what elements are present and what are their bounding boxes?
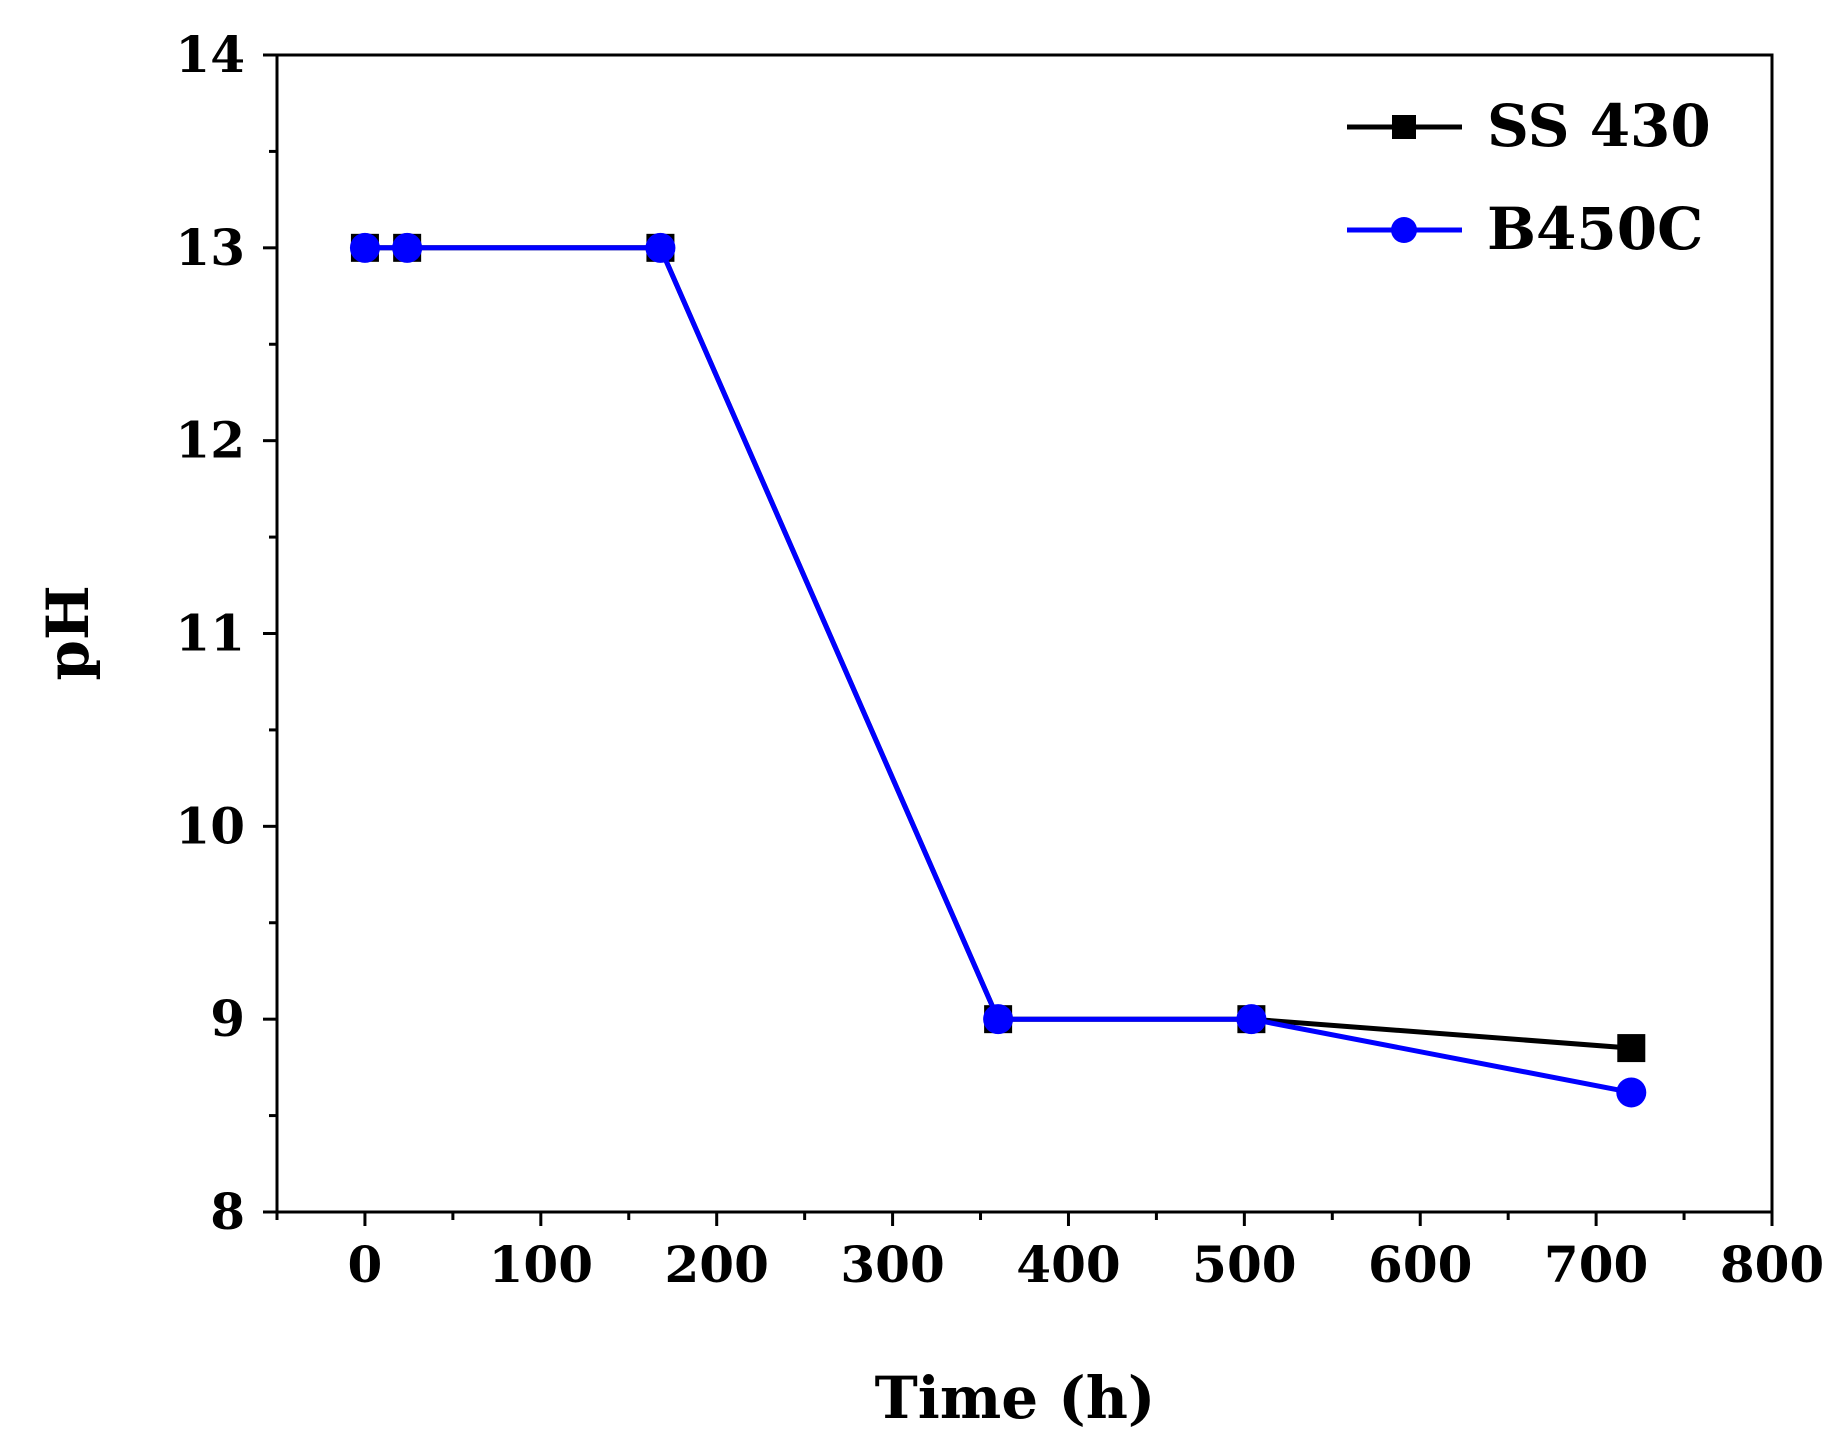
y-tick-label: 10	[175, 796, 245, 855]
legend-marker-b450c	[1391, 217, 1417, 243]
data-point-b450c	[1236, 1004, 1267, 1035]
series-line-b450c	[364, 245, 1632, 1095]
y-tick-label: 12	[175, 411, 245, 470]
data-point-b450c	[349, 232, 380, 263]
series-line-ss430	[364, 245, 1632, 1051]
x-tick-label: 200	[665, 1235, 769, 1294]
data-point-b450c	[645, 232, 676, 263]
y-axis-label: pH	[34, 585, 102, 680]
plot-frame	[275, 53, 1774, 1214]
x-tick-label: 100	[489, 1235, 593, 1294]
legend-label-ss430: SS 430	[1487, 92, 1711, 160]
y-tick-label: 13	[175, 218, 245, 277]
data-point-b450c	[392, 232, 423, 263]
x-tick-label: 700	[1544, 1235, 1648, 1294]
data-point-b450c	[1616, 1077, 1647, 1108]
legend-marker-ss430	[1392, 115, 1416, 139]
ticks-layer: 0 100 200 300 400 500 600 700 800 8 9 10 11 12 13 14	[175, 25, 1824, 1294]
data-point-b450c	[983, 1004, 1014, 1035]
y-tick-label: 9	[210, 989, 245, 1048]
x-tick-label: 500	[1192, 1235, 1296, 1294]
y-tick-label: 8	[210, 1182, 245, 1241]
x-axis-label: Time (h)	[875, 1364, 1156, 1432]
legend: SS 430 B450C	[1347, 92, 1711, 263]
x-tick-label: 800	[1720, 1235, 1824, 1294]
y-tick-label: 11	[175, 604, 245, 663]
series-layer	[349, 232, 1647, 1108]
x-tick-label: 400	[1016, 1235, 1120, 1294]
data-point-ss430	[1617, 1034, 1646, 1063]
x-tick-label: 0	[348, 1235, 383, 1294]
x-tick-label: 600	[1368, 1235, 1472, 1294]
legend-label-b450c: B450C	[1487, 195, 1703, 263]
y-tick-label: 14	[175, 25, 245, 84]
x-tick-label: 300	[840, 1235, 944, 1294]
